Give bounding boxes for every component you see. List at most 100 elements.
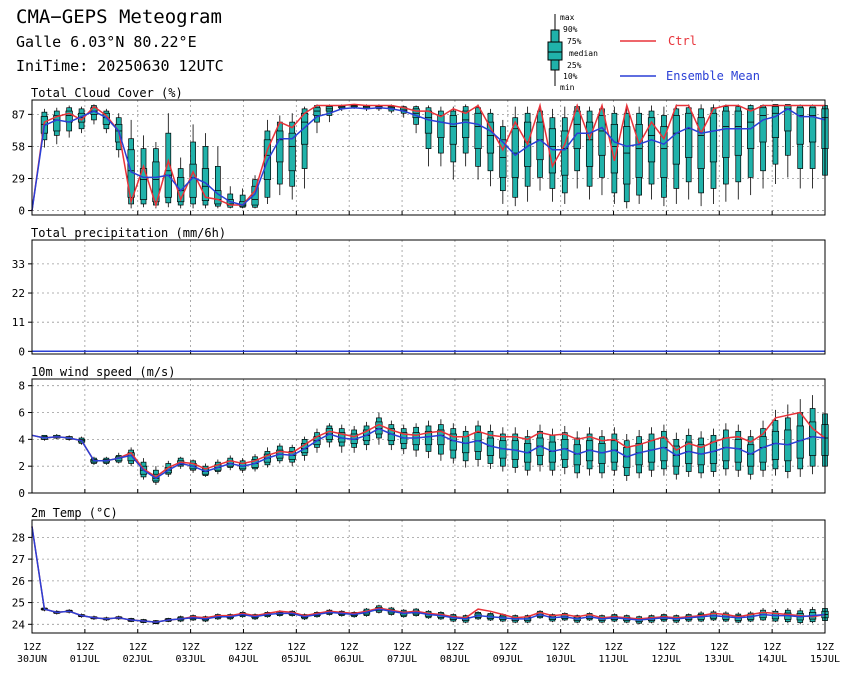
box-inner (771, 430, 780, 460)
ensemble-box (709, 428, 718, 477)
box-inner (809, 421, 817, 456)
ensemble-mean-line (31, 526, 826, 623)
x-tick-date: 05JUL (281, 654, 311, 665)
ensemble-box (474, 104, 482, 180)
ensemble-box (449, 106, 457, 180)
ctrl-line (31, 526, 826, 623)
x-tick-date: 08JUL (440, 654, 470, 665)
y-tick-label: 25 (12, 597, 25, 610)
legend-label-median: median (569, 49, 598, 58)
box-inner (585, 121, 594, 167)
box-inner (598, 115, 606, 156)
ensemble-box (300, 106, 309, 189)
ensemble-box (734, 424, 742, 477)
box-inner (709, 112, 718, 163)
ensemble-box (697, 104, 705, 207)
x-tick-hour: 12Z (76, 642, 94, 653)
ensemble-box (524, 106, 532, 202)
box-inner (660, 126, 668, 178)
x-tick-hour: 12Z (763, 642, 781, 653)
box-inner (722, 437, 730, 462)
x-tick-hour: 12Z (340, 642, 358, 653)
box-inner (486, 121, 495, 154)
ensemble-box (796, 399, 804, 477)
ensemble-box (53, 107, 61, 145)
ensemble-mean-line (31, 106, 826, 211)
ensemble-box (734, 104, 742, 200)
x-tick-hour: 12Z (499, 642, 517, 653)
legend-label-max: max (560, 13, 575, 22)
ensemble-box (462, 425, 470, 468)
box-inner (214, 190, 222, 205)
ensemble-box (424, 420, 433, 459)
x-tick-date: 14JUL (757, 654, 787, 665)
ensemble-box (561, 106, 569, 204)
panel-temp: 2m Temp (°C) 24 25 26 27 28 (12, 506, 829, 634)
y-tick-label: 6 (18, 407, 25, 420)
box-inner (437, 115, 445, 138)
panel-title: Total precipitation (mm/6h) (31, 226, 226, 240)
ensemble-box (660, 106, 668, 207)
x-tick-date: 30JUN (17, 654, 47, 665)
ensemble-box (722, 104, 730, 202)
ensemble-box (499, 119, 507, 204)
panel-cloud: Total Cloud Cover (%) 0 29 58 87 (12, 86, 829, 218)
x-tick-hour: 12Z (710, 642, 728, 653)
ensemble-box (784, 104, 792, 178)
ensemble-box (412, 423, 420, 457)
legend-label-min: min (560, 83, 575, 92)
ensemble-box (598, 104, 606, 196)
y-tick-label: 22 (12, 287, 25, 300)
ensemble-box (214, 146, 222, 209)
legend-label-p90: 90% (563, 25, 578, 34)
legend-label-p75: 75% (567, 37, 582, 46)
legend-label-p10: 10% (563, 72, 578, 81)
panel-frame (31, 519, 826, 634)
box-inner (672, 115, 680, 165)
x-tick-date: 02JUL (123, 654, 153, 665)
box-inner (647, 440, 656, 463)
box-outer (215, 165, 221, 207)
box-inner (462, 436, 470, 454)
x-tick-hour: 12Z (393, 642, 411, 653)
ensemble-box (325, 104, 333, 123)
box-inner (685, 112, 693, 158)
y-tick-label: 33 (12, 258, 25, 271)
ensemble-box (796, 104, 804, 189)
ensemble-box (709, 104, 718, 204)
ensemble-box (449, 423, 457, 464)
x-tick-date: 10JUL (546, 654, 576, 665)
box-inner (449, 115, 457, 145)
x-tick-hour: 12Z (129, 642, 147, 653)
panel-title: 2m Temp (°C) (31, 506, 118, 520)
box-inner (424, 110, 433, 134)
y-tick-label: 58 (12, 140, 25, 153)
box-inner (809, 107, 817, 143)
box-inner (573, 110, 581, 150)
y-tick-label: 26 (12, 575, 25, 588)
box-inner (276, 130, 284, 163)
ctrl-line (31, 411, 826, 478)
x-tick-date: 11JUL (598, 654, 628, 665)
y-tick-label: 2 (18, 460, 25, 473)
x-tick-date: 04JUL (228, 654, 258, 665)
legend-label-p25: 25% (567, 61, 582, 70)
ensemble-box (647, 427, 656, 477)
ensemble-box (647, 105, 656, 200)
ensemble-box (437, 419, 445, 461)
box-inner (759, 107, 767, 143)
y-tick-label: 24 (12, 618, 26, 631)
y-tick-label: 8 (18, 380, 25, 393)
ensemble-box (486, 108, 495, 187)
box-inner (561, 130, 569, 176)
y-tick-label: 4 (18, 433, 25, 446)
ensemble-box (685, 104, 693, 200)
box-inner (499, 139, 507, 178)
ensemble-box (585, 106, 594, 200)
ensemble-box (573, 104, 581, 189)
ensemble-box (759, 104, 767, 189)
x-tick-hour: 12Z (605, 642, 623, 653)
box-inner (164, 170, 172, 198)
panel-frame (31, 239, 826, 355)
box-inner (734, 439, 742, 463)
